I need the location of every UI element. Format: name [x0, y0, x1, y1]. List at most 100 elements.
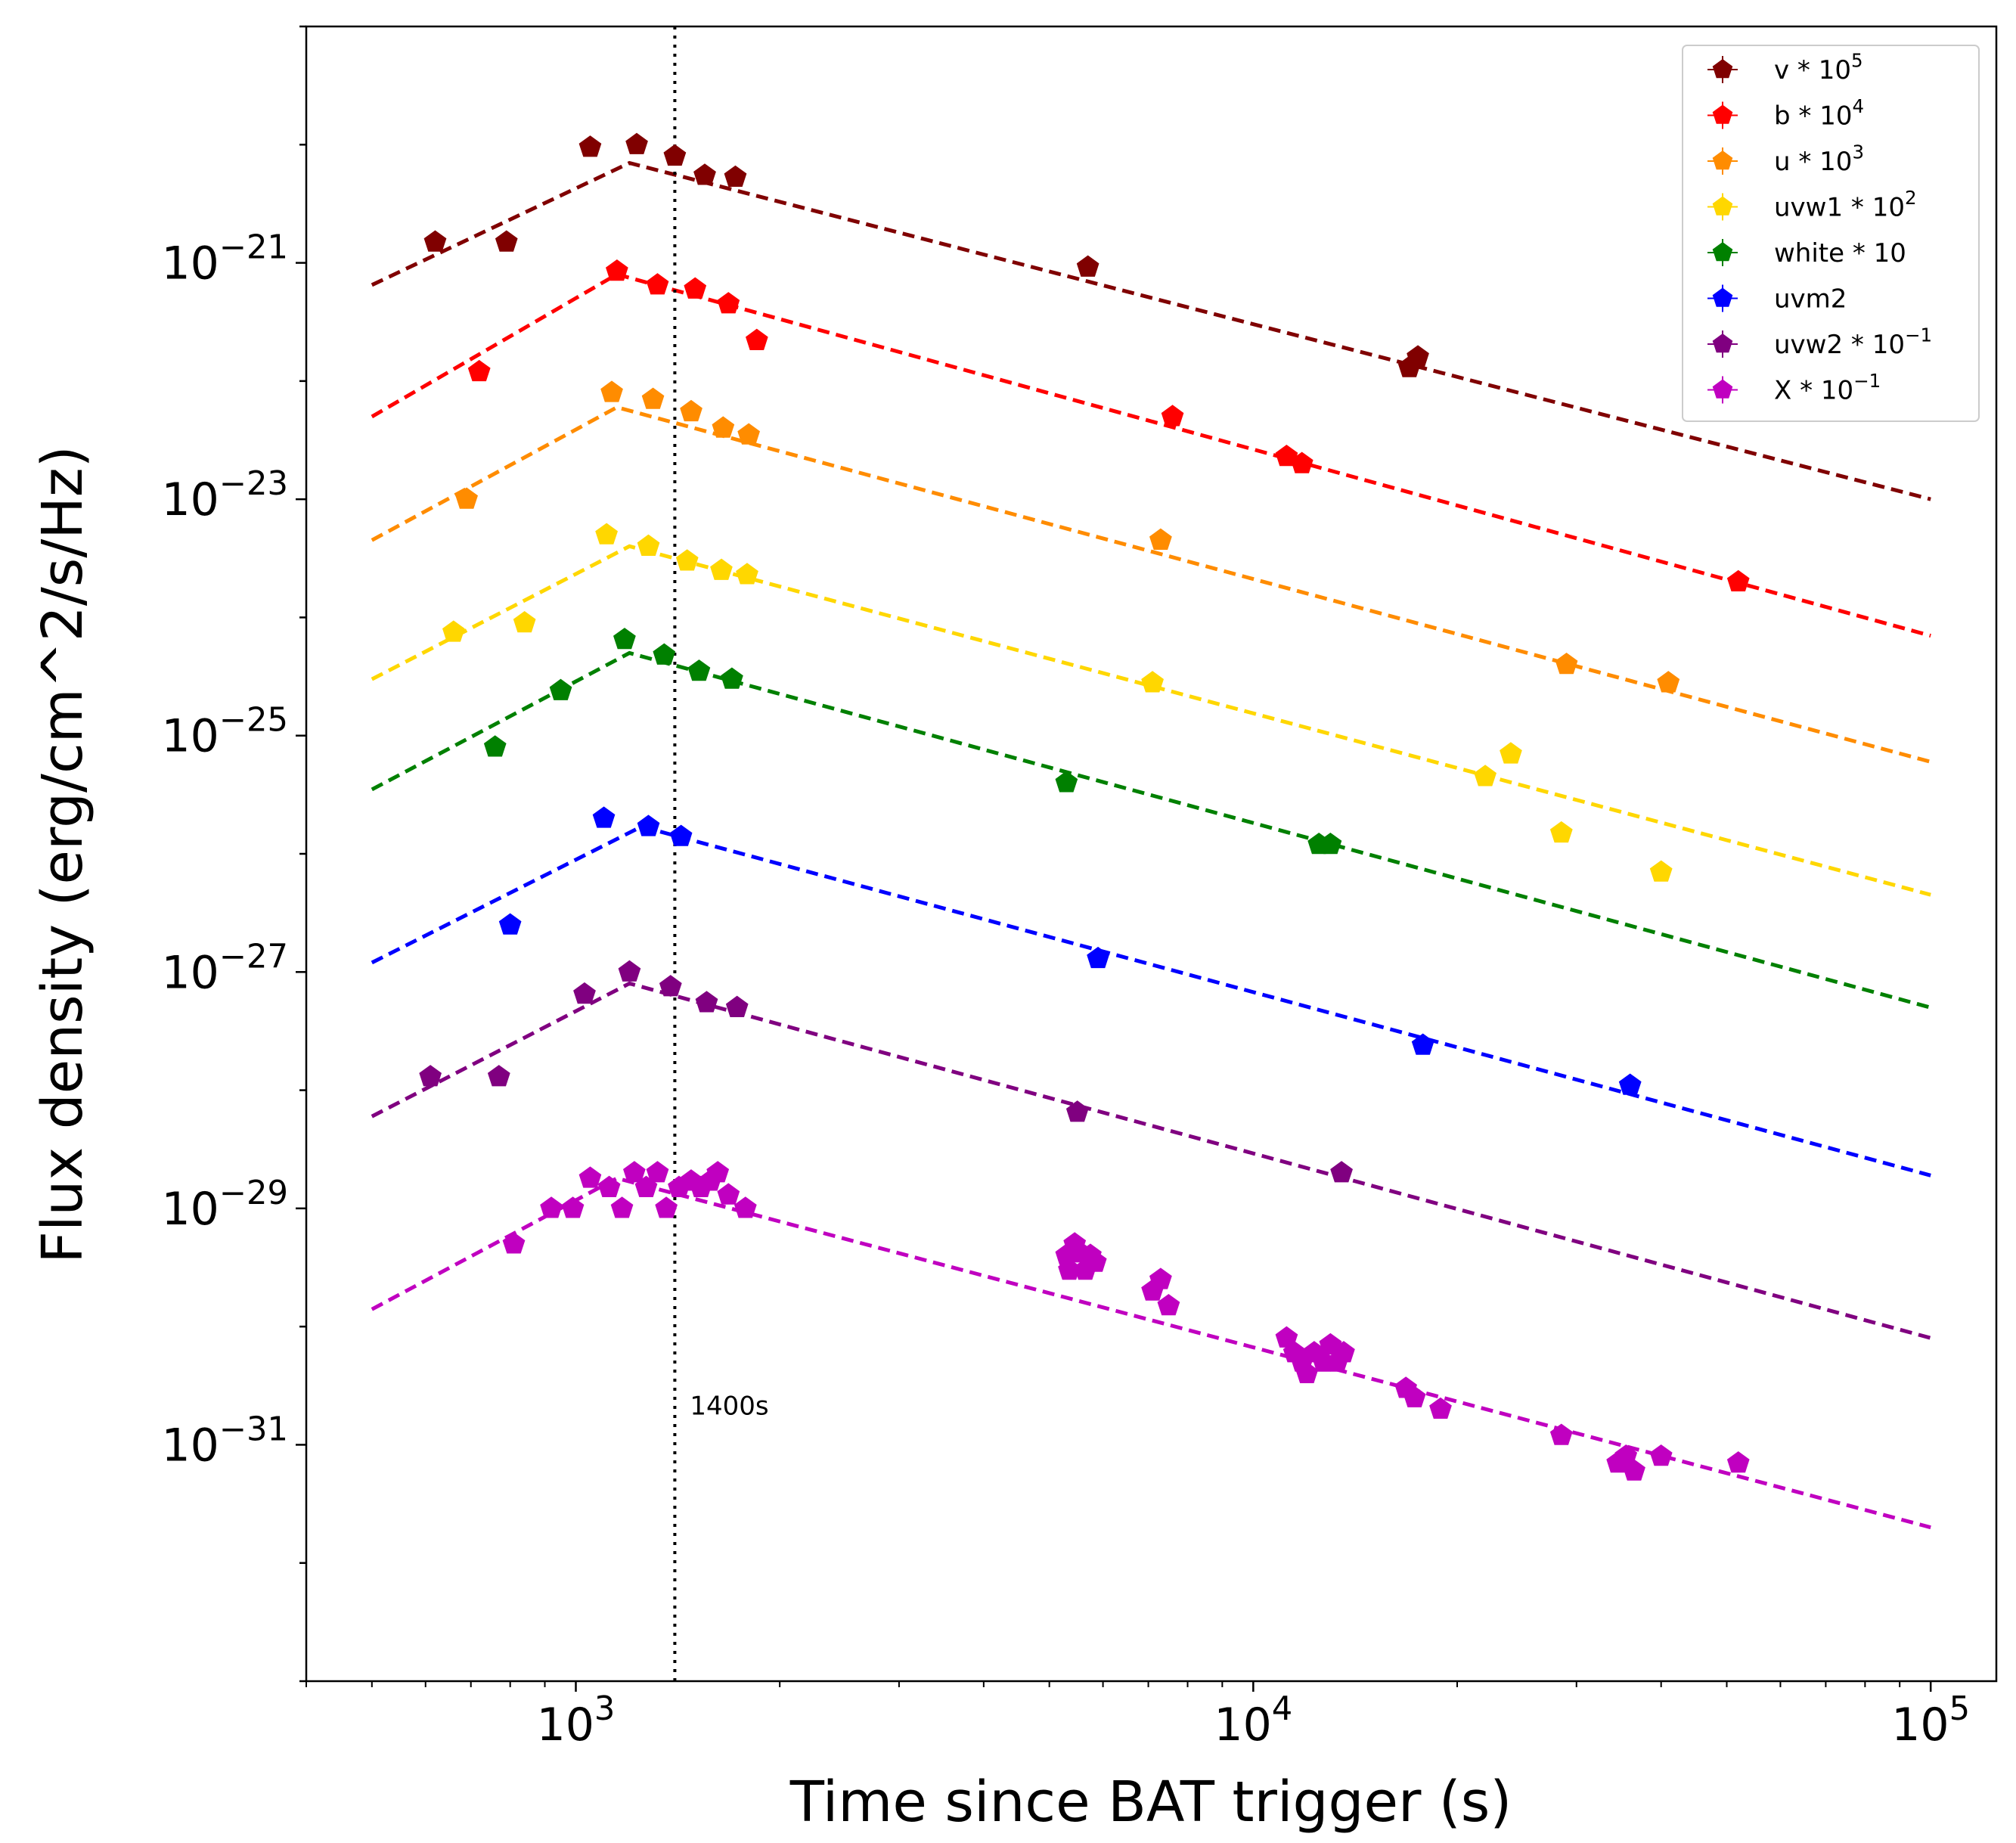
data-point-uvw1 [736, 563, 758, 585]
model-line-white [371, 650, 1931, 1010]
data-point-white [721, 667, 743, 689]
data-point-X [1726, 1451, 1750, 1473]
data-point-X [1429, 1397, 1452, 1419]
data-point-X [1649, 1444, 1673, 1466]
model-line-b [371, 272, 1931, 638]
data-point-white [483, 735, 507, 757]
x-tick-label: 104 [1214, 1690, 1292, 1751]
data-point-uvw2 [725, 995, 749, 1017]
legend-marker-v [1712, 59, 1733, 79]
legend-marker-uvm2 [1712, 287, 1733, 307]
data-point-X [597, 1175, 621, 1197]
data-point-b [1726, 569, 1750, 591]
data-point-X [717, 1183, 740, 1205]
data-point-v [1076, 255, 1099, 277]
data-point-X [623, 1161, 646, 1183]
y-tick-label: 10−31 [161, 1410, 288, 1472]
data-point-uvm2 [669, 824, 693, 846]
data-point-b [684, 277, 707, 299]
data-point-v [724, 165, 747, 187]
data-point-u [455, 487, 478, 509]
data-point-uvm2 [592, 806, 616, 828]
data-point-v [1407, 345, 1429, 367]
data-point-white [613, 628, 636, 650]
data-point-uvw1 [1500, 742, 1522, 764]
data-point-white [687, 659, 711, 681]
y-axis-label: Flux density (erg/cm^2/s/Hz) [30, 445, 95, 1263]
data-point-X [1084, 1250, 1107, 1272]
data-point-b [1161, 405, 1184, 427]
model-line-uvw2 [371, 981, 1931, 1340]
data-point-b [746, 328, 768, 350]
y-tick-label: 10−23 [161, 465, 288, 526]
data-point-uvm2 [1087, 946, 1109, 969]
data-point-X [1623, 1459, 1645, 1481]
data-point-uvm2 [637, 814, 660, 836]
data-point-uvw1 [710, 558, 733, 580]
data-point-X [1549, 1423, 1573, 1445]
data-point-u [641, 387, 665, 409]
legend-label-u: u * 103 [1774, 141, 1864, 177]
y-axis-ticks: 10−21 10−23 10−25 10−27 10−29 10−31 [161, 25, 306, 1683]
legend-label-b: b * 104 [1774, 95, 1864, 131]
data-point-white [549, 678, 572, 700]
data-point-X [540, 1196, 563, 1218]
data-point-u [600, 380, 623, 402]
data-point-v [663, 144, 687, 166]
data-point-X [1157, 1293, 1180, 1316]
data-point-b [467, 359, 491, 382]
legend-frame [1682, 45, 1980, 422]
legend: v * 105 b * 104 u * 103 uvw1 * 102 white * 1… [1682, 45, 1980, 422]
data-point-u [680, 399, 702, 422]
data-point-white [1319, 832, 1342, 855]
x-tick-label: 105 [1891, 1690, 1970, 1751]
model-line-X [371, 1176, 1931, 1530]
data-point-v [578, 135, 602, 157]
data-point-u [1149, 528, 1172, 550]
vline-layer: 1400s [673, 26, 769, 1681]
data-point-u [737, 423, 760, 445]
data-point-v [625, 132, 648, 154]
data-point-v [423, 230, 447, 252]
data-point-uvw2 [419, 1065, 442, 1087]
legend-label-uvw1: uvw1 * 102 [1774, 187, 1917, 222]
data-point-X [1332, 1341, 1355, 1363]
data-point-X [610, 1196, 634, 1218]
y-tick-label: 10−27 [161, 938, 288, 999]
data-point-uvw1 [513, 610, 536, 633]
data-point-uvw1 [675, 549, 699, 571]
data-point-u [1657, 671, 1680, 693]
data-point-X [706, 1161, 730, 1183]
data-point-uvw1 [637, 534, 660, 556]
data-point-X [646, 1161, 669, 1183]
y-tick-label: 10−29 [161, 1174, 288, 1236]
data-point-uvw2 [659, 975, 682, 997]
data-point-uvw2 [1065, 1100, 1089, 1122]
data-point-b [606, 259, 628, 281]
data-point-uvw1 [1474, 765, 1496, 787]
data-point-uvw2 [1330, 1161, 1353, 1183]
data-point-uvw2 [695, 991, 718, 1013]
legend-label-v: v * 105 [1774, 50, 1863, 85]
data-point-uvw1 [1549, 821, 1573, 843]
data-point-u [1555, 652, 1578, 675]
y-tick-label: 10−25 [161, 702, 288, 763]
data-point-u [712, 416, 735, 438]
legend-marker-u [1712, 150, 1733, 170]
model-lines-layer [371, 160, 1931, 1530]
data-point-X [502, 1232, 526, 1254]
data-point-X [578, 1166, 602, 1188]
data-point-white [653, 643, 676, 665]
legend-marker-uvw1 [1712, 196, 1733, 216]
data-point-uvw1 [442, 620, 465, 642]
legend-label-uvw2: uvw2 * 10−1 [1774, 324, 1932, 360]
data-point-uvw1 [1141, 671, 1164, 693]
legend-marker-X [1712, 379, 1733, 399]
data-point-uvw1 [1649, 860, 1673, 882]
data-point-X [734, 1196, 757, 1218]
legend-marker-uvw2 [1712, 334, 1733, 353]
legend-label-X: X * 10−1 [1774, 370, 1881, 405]
data-point-X [1403, 1385, 1426, 1407]
legend-marker-b [1712, 104, 1733, 124]
data-point-uvw1 [595, 523, 618, 545]
